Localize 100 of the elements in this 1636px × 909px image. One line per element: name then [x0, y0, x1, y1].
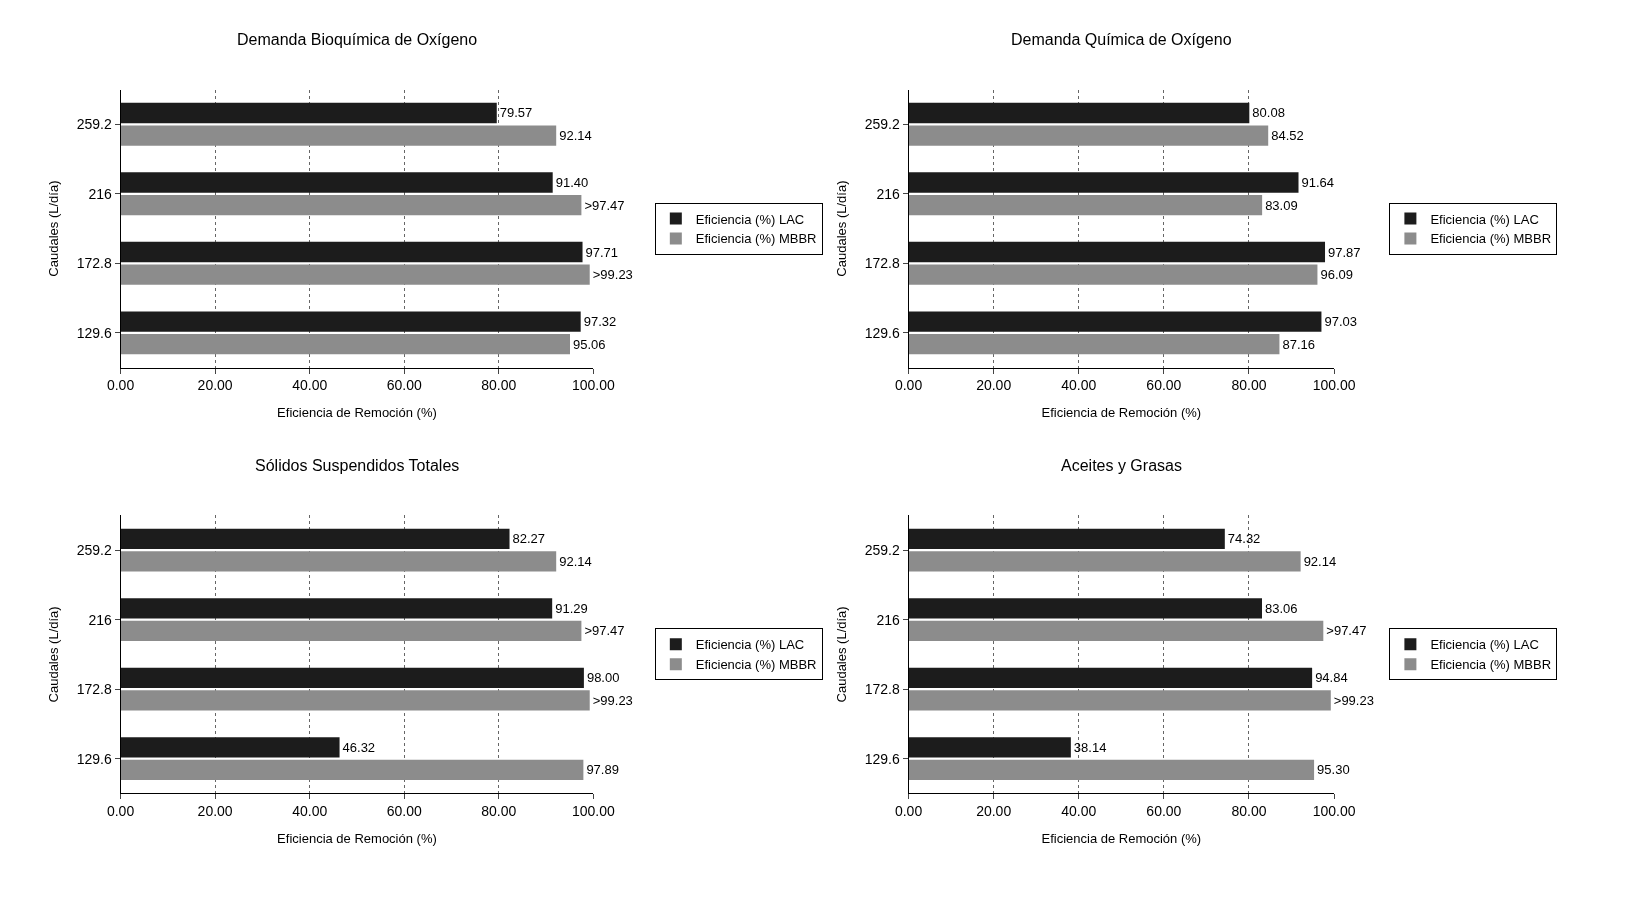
bar [908, 194, 1263, 216]
y-tick-label: 259.2 [864, 541, 900, 558]
data-label: 84.52 [1271, 128, 1304, 144]
bar [120, 598, 553, 619]
data-label: 97.32 [583, 314, 617, 330]
data-label: 38.14 [1073, 739, 1107, 755]
bar [908, 667, 1313, 688]
chart-title: Aceites y Grasas [1061, 457, 1182, 474]
data-label: 92.14 [559, 128, 592, 144]
data-label: 97.87 [1328, 244, 1361, 260]
bar [908, 551, 1301, 572]
bar [908, 102, 1250, 124]
bar [908, 737, 1071, 758]
x-tick-label: 80.00 [481, 803, 517, 820]
data-label: >99.23 [592, 267, 633, 283]
x-axis-title: Eficiencia de Remoción (%) [277, 405, 437, 420]
data-label: 87.16 [1282, 336, 1315, 352]
bar [120, 690, 590, 711]
bar [120, 125, 557, 146]
x-tick-label: 60.00 [386, 803, 422, 820]
y-axis-title: Caudales (L/día) [45, 180, 61, 277]
y-tick-label: 172.8 [864, 681, 900, 698]
bar [120, 551, 557, 572]
data-label: >97.47 [584, 623, 625, 639]
x-tick-label: 100.00 [1312, 803, 1356, 820]
data-label: 95.06 [573, 336, 606, 352]
bar [120, 667, 584, 688]
y-tick-label: 172.8 [864, 255, 900, 272]
data-label: >99.23 [592, 692, 633, 708]
x-tick-label: 20.00 [976, 803, 1012, 820]
bar [120, 759, 584, 781]
x-tick-label: 20.00 [197, 377, 233, 394]
data-label: 83.06 [1265, 600, 1298, 616]
data-label: 91.40 [555, 175, 589, 191]
x-tick-label: 0.00 [894, 377, 923, 394]
legend-label: Eficiencia (%) LAC [695, 211, 805, 227]
bar [908, 125, 1269, 146]
y-tick-label: 259.2 [76, 541, 112, 558]
bar [908, 598, 1262, 619]
bar [120, 172, 553, 193]
bar [908, 759, 1315, 781]
y-tick-label: 172.8 [76, 681, 112, 698]
y-axis-title: Caudales (L/día) [45, 606, 61, 703]
y-tick-label: 129.6 [76, 750, 112, 767]
bar [908, 528, 1225, 549]
x-tick-label: 40.00 [292, 377, 328, 394]
data-label: 91.64 [1301, 175, 1335, 191]
y-tick-label: 172.8 [76, 255, 112, 272]
y-tick-label: 129.6 [864, 750, 900, 767]
bar [908, 333, 1280, 355]
bar [908, 620, 1324, 642]
bar [120, 620, 582, 642]
bar [120, 737, 340, 758]
data-label: 96.09 [1320, 267, 1353, 283]
bar [908, 172, 1299, 193]
data-label: 83.09 [1265, 197, 1298, 213]
y-tick-label: 216 [88, 611, 112, 628]
x-tick-label: 60.00 [386, 377, 422, 394]
data-label: 92.14 [559, 553, 592, 569]
y-tick-label: 129.6 [76, 324, 112, 341]
data-label: 97.89 [586, 762, 619, 778]
y-tick-label: 259.2 [76, 116, 112, 133]
x-tick-label: 100.00 [1312, 377, 1356, 394]
chart-title: Demanda Bioquímica de Oxígeno [237, 31, 478, 48]
x-axis-title: Eficiencia de Remoción (%) [277, 830, 437, 846]
bar [120, 264, 590, 285]
y-tick-label: 216 [876, 185, 900, 202]
legend-label: Eficiencia (%) MBBR [1430, 231, 1552, 247]
data-label: 95.30 [1317, 762, 1350, 778]
data-label: 94.84 [1315, 670, 1348, 686]
y-axis-title: Caudales (L/día) [833, 180, 849, 277]
x-tick-label: 0.00 [106, 803, 135, 820]
bar [120, 241, 583, 263]
x-tick-label: 60.00 [1146, 377, 1182, 394]
x-tick-label: 20.00 [976, 377, 1012, 394]
data-label: 97.71 [585, 244, 619, 260]
legend-label: Eficiencia (%) LAC [1430, 637, 1539, 653]
x-tick-label: 80.00 [1231, 803, 1267, 820]
x-tick-label: 80.00 [1231, 377, 1267, 394]
chart-title: Demanda Química de Oxígeno [1011, 31, 1232, 48]
bar [120, 528, 510, 549]
data-label: 91.29 [555, 600, 588, 616]
data-label: 46.32 [342, 739, 376, 755]
data-label: >99.23 [1333, 692, 1374, 708]
bar [908, 264, 1318, 285]
x-tick-label: 20.00 [197, 803, 233, 820]
x-tick-label: 100.00 [571, 377, 615, 394]
x-axis-title: Eficiencia de Remoción (%) [1041, 405, 1202, 420]
legend-label: Eficiencia (%) MBBR [1430, 657, 1552, 673]
y-axis-title: Caudales (L/día) [833, 606, 849, 703]
x-tick-label: 100.00 [571, 803, 615, 820]
bar [120, 333, 570, 355]
bar [120, 311, 581, 332]
legend-label: Eficiencia (%) LAC [1430, 211, 1539, 227]
y-tick-label: 259.2 [864, 116, 900, 133]
bar [120, 194, 582, 216]
x-tick-label: 40.00 [1061, 803, 1097, 820]
y-tick-label: 216 [88, 185, 112, 202]
legend-label: Eficiencia (%) MBBR [695, 657, 817, 673]
x-axis-title: Eficiencia de Remoción (%) [1041, 830, 1202, 846]
